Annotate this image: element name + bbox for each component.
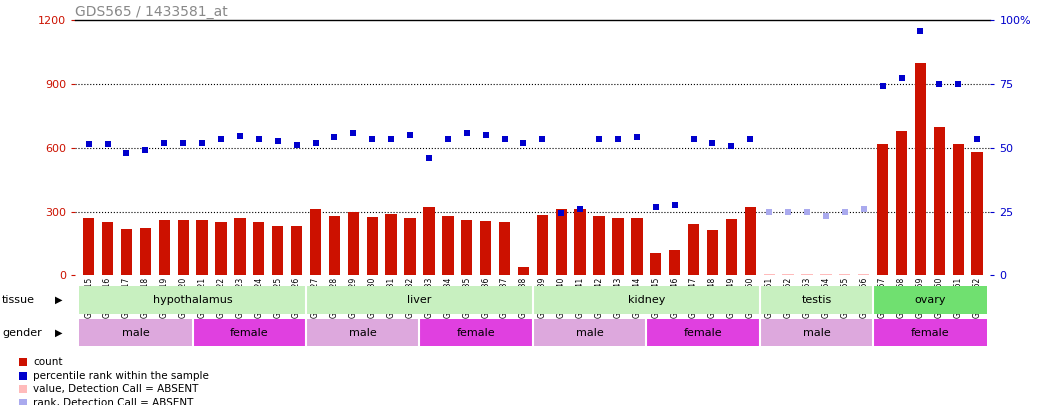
Bar — [896, 131, 908, 275]
Bar — [272, 226, 283, 275]
Bar — [80, 286, 306, 314]
Bar — [499, 222, 510, 275]
Bar — [802, 274, 812, 275]
Text: female: female — [231, 328, 268, 337]
Bar — [555, 209, 567, 275]
Bar — [80, 319, 193, 346]
Bar — [915, 63, 926, 275]
Text: female: female — [911, 328, 949, 337]
Text: hypothalamus: hypothalamus — [153, 295, 233, 305]
Bar — [306, 319, 419, 346]
Bar — [532, 286, 760, 314]
Text: value, Detection Call = ABSENT: value, Detection Call = ABSENT — [34, 384, 199, 394]
Bar — [669, 250, 680, 275]
Bar — [405, 218, 416, 275]
Bar — [706, 230, 718, 275]
Bar — [783, 274, 793, 275]
Bar — [215, 222, 226, 275]
Text: gender: gender — [2, 328, 42, 337]
Bar — [386, 214, 397, 275]
Text: tissue: tissue — [2, 295, 35, 305]
Bar — [480, 221, 492, 275]
Bar — [631, 218, 642, 275]
Bar — [647, 319, 760, 346]
Bar — [821, 274, 831, 275]
Text: testis: testis — [802, 295, 831, 305]
Text: female: female — [457, 328, 496, 337]
Bar — [745, 207, 756, 275]
Bar — [193, 319, 306, 346]
Bar — [764, 274, 774, 275]
Text: kidney: kidney — [628, 295, 665, 305]
Bar — [518, 267, 529, 275]
Bar — [329, 216, 341, 275]
Bar — [367, 217, 378, 275]
Bar — [139, 228, 151, 275]
Bar — [650, 253, 661, 275]
Bar — [254, 222, 264, 275]
Bar — [953, 144, 964, 275]
Bar — [121, 228, 132, 275]
Bar — [593, 216, 605, 275]
Bar — [348, 211, 359, 275]
Bar — [574, 209, 586, 275]
Text: male: male — [122, 328, 150, 337]
Text: male: male — [349, 328, 376, 337]
Bar — [760, 319, 873, 346]
Bar — [873, 319, 986, 346]
Bar — [877, 144, 889, 275]
Text: liver: liver — [408, 295, 432, 305]
Bar — [839, 274, 851, 275]
Bar — [612, 218, 624, 275]
Text: male: male — [575, 328, 604, 337]
Text: GDS565 / 1433581_at: GDS565 / 1433581_at — [75, 5, 228, 19]
Text: count: count — [34, 357, 63, 367]
Text: percentile rank within the sample: percentile rank within the sample — [34, 371, 210, 381]
Bar — [196, 220, 208, 275]
Bar — [537, 215, 548, 275]
Bar — [687, 224, 699, 275]
Bar — [306, 286, 532, 314]
Text: female: female — [683, 328, 722, 337]
Bar — [235, 218, 245, 275]
Bar — [291, 226, 302, 275]
Bar — [934, 126, 945, 275]
Bar — [310, 209, 321, 275]
Bar — [423, 207, 435, 275]
Text: ovary: ovary — [914, 295, 945, 305]
Text: ▶: ▶ — [54, 295, 62, 305]
Bar — [102, 222, 113, 275]
Bar — [177, 220, 189, 275]
Bar — [83, 218, 94, 275]
Bar — [971, 152, 983, 275]
Text: ▶: ▶ — [54, 328, 62, 337]
Bar — [760, 286, 873, 314]
Bar — [461, 220, 473, 275]
Bar — [532, 319, 647, 346]
Bar — [442, 216, 454, 275]
Bar — [858, 274, 870, 275]
Bar — [419, 319, 532, 346]
Bar — [158, 220, 170, 275]
Bar — [725, 219, 737, 275]
Text: rank, Detection Call = ABSENT: rank, Detection Call = ABSENT — [34, 398, 194, 405]
Text: male: male — [803, 328, 830, 337]
Bar — [873, 286, 986, 314]
